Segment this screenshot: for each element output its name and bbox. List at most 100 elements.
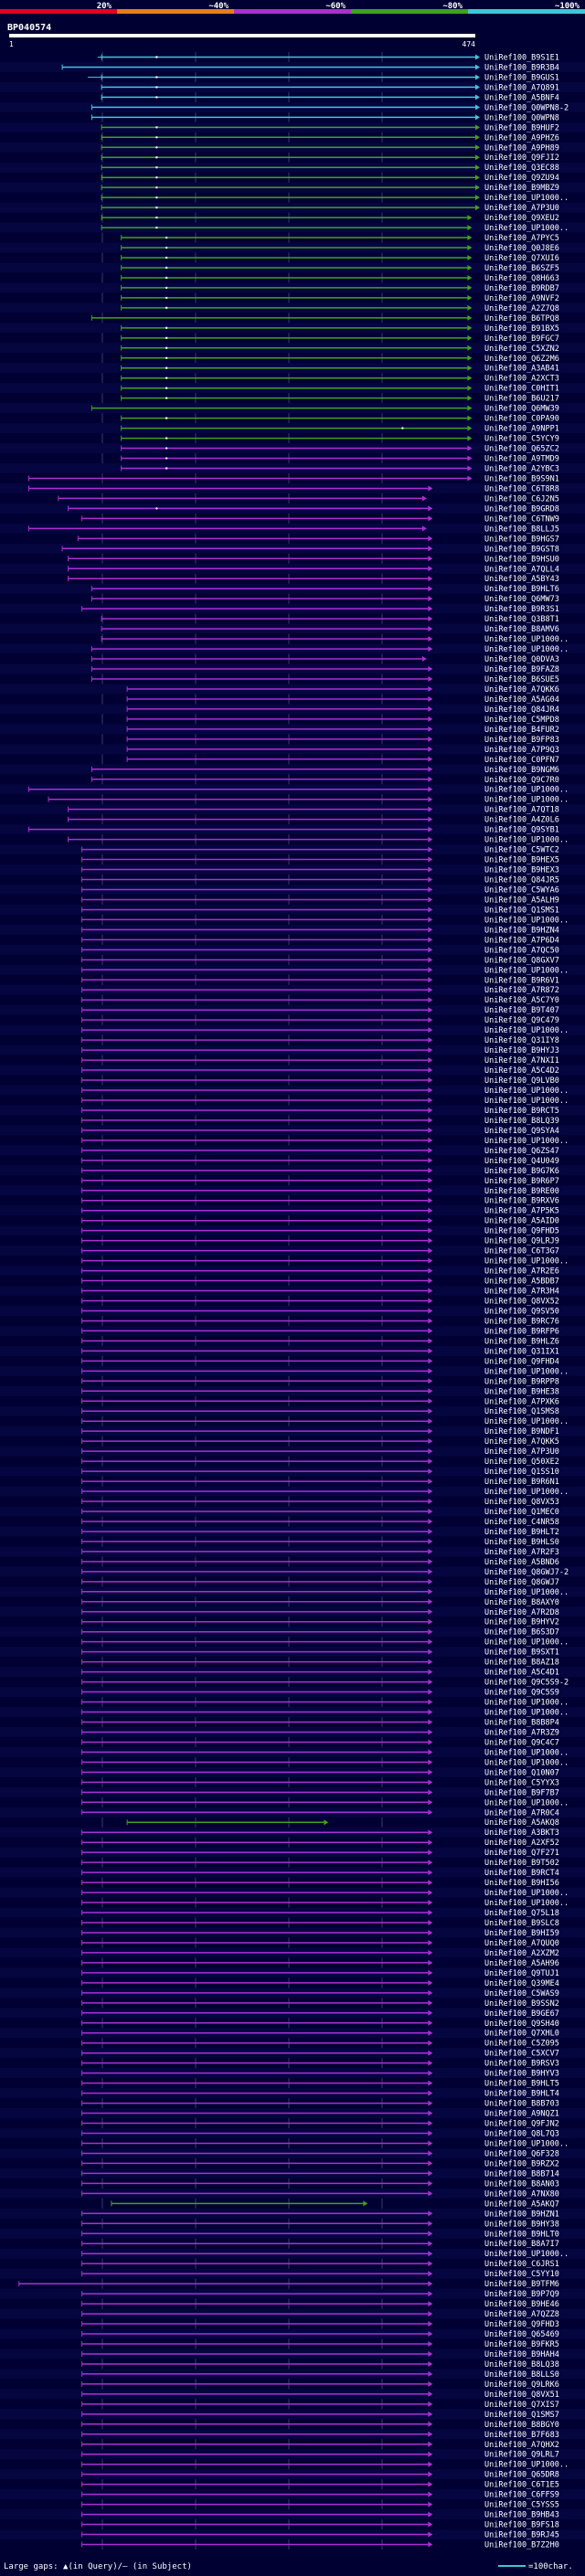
hit-label: UniRef100_Q9FHD5 [484, 1227, 559, 1236]
hit-end-arrow [428, 586, 433, 592]
hit-row: UniRef100_C5YY10 [0, 2268, 585, 2279]
hit-end-arrow [428, 836, 433, 843]
hit-row: UniRef100_Q39ME4 [81, 1979, 559, 1988]
hit-label: UniRef100_UP1000.. [484, 194, 569, 203]
hit-end-arrow [428, 2380, 433, 2387]
hit-label: UniRef100_Q1SMS8 [484, 1407, 559, 1416]
hit-label: UniRef100_Q9LRJ9 [484, 1237, 559, 1246]
hit-label: UniRef100_A5BND6 [484, 1558, 559, 1567]
hit-end-arrow [428, 1207, 433, 1214]
hit-row: UniRef100_A7R3Z9 [0, 1726, 585, 1737]
hit-row: UniRef100_Q7F271 [0, 1847, 585, 1858]
hit-label: UniRef100_Q31IY8 [484, 1036, 559, 1045]
hit-label: UniRef100_B9T407 [484, 1006, 559, 1015]
hit-gap-marker [155, 156, 158, 159]
hit-end-arrow [428, 1689, 433, 1695]
hit-label: UniRef100_B8LLS0 [484, 2370, 559, 2380]
hit-end-arrow [428, 756, 433, 762]
hit-gap-marker [155, 146, 158, 149]
hit-row: UniRef100_B9RZX2 [81, 2159, 559, 2168]
hit-row: UniRef100_Q8H663 [121, 274, 559, 283]
hit-label: UniRef100_B8BGY0 [484, 2421, 559, 2430]
hit-row: UniRef100_Q75L18 [0, 1907, 585, 1918]
hit-row: UniRef100_B9GUS1 [88, 73, 559, 82]
hit-row: UniRef100_B91BX5 [0, 323, 585, 334]
hit-end-arrow [428, 1057, 433, 1064]
hit-end-arrow [428, 1508, 433, 1514]
hit-label: UniRef100_B6SZF5 [484, 264, 559, 273]
hit-end-arrow [428, 1679, 433, 1685]
hit-end-arrow [428, 1518, 433, 1524]
hit-end-arrow [428, 2481, 433, 2487]
hit-end-arrow [428, 675, 433, 682]
hit-end-arrow [428, 2110, 433, 2116]
hit-row: UniRef100_A2Z7Q8 [0, 302, 585, 313]
hit-row: UniRef100_Q84JR4 [0, 704, 585, 715]
hit-end-arrow [428, 485, 433, 492]
hit-end-arrow [428, 746, 433, 752]
hit-row: UniRef100_B9HZN1 [0, 2208, 585, 2219]
hit-end-arrow [428, 1499, 433, 1505]
hit-label: UniRef100_C6T3G7 [484, 1247, 559, 1256]
hit-label: UniRef100_C5WTC2 [484, 846, 559, 855]
hit-label: UniRef100_B6SUE5 [484, 675, 559, 684]
hit-label: UniRef100_Q9FHD3 [484, 2320, 559, 2329]
hit-end-arrow [428, 1759, 433, 1765]
hit-end-arrow [428, 1608, 433, 1615]
hit-end-arrow [428, 1308, 433, 1314]
hit-end-arrow [428, 736, 433, 742]
hit-label: UniRef100_A7QT18 [484, 806, 559, 815]
hit-end-arrow [428, 1749, 433, 1755]
hit-row: UniRef100_C5XCV7 [0, 2048, 585, 2059]
hit-end-arrow [428, 1418, 433, 1425]
hit-row: UniRef100_B7F683 [0, 2429, 585, 2440]
hit-gap-marker [165, 276, 168, 280]
hit-row: UniRef100_Q9C479 [81, 1016, 559, 1025]
hit-row: UniRef100_Q1SMS8 [0, 1405, 585, 1416]
hit-row: UniRef100_B9SLC8 [81, 1919, 559, 1928]
hit-label: UniRef100_C6TNW9 [484, 514, 559, 524]
hit-label: UniRef100_C5Z095 [484, 2040, 559, 2049]
hit-row: UniRef100_Q9FHD5 [0, 1225, 585, 1236]
hit-label: UniRef100_B9HYV3 [484, 2070, 559, 2079]
hit-row: UniRef100_B8B8P4 [81, 1718, 559, 1727]
hit-end-arrow [428, 726, 433, 732]
hit-row: UniRef100_A5BDB7 [81, 1277, 559, 1287]
hit-label: UniRef100_A7QC50 [484, 946, 559, 955]
hit-end-arrow [428, 866, 433, 873]
hit-label: UniRef100_Q50XE2 [484, 1458, 559, 1467]
hit-row: UniRef100_B8LLS0 [0, 2369, 585, 2380]
hit-row: UniRef100_A7QLL4 [0, 563, 585, 574]
hit-row: UniRef100_B9HZN4 [0, 924, 585, 935]
hit-row: UniRef100_B9HE46 [81, 2300, 559, 2309]
hit-row: UniRef100_B8LLJ5 [0, 523, 585, 534]
hit-end-arrow [428, 1959, 433, 1966]
hit-end-arrow [475, 154, 480, 161]
hit-row: UniRef100_C6T1E5 [81, 2481, 559, 2490]
hit-row: UniRef100_Q3B8T1 [101, 615, 559, 624]
hit-label: UniRef100_A7QZZ8 [484, 2310, 559, 2319]
hit-row: UniRef100_B9HLT4 [0, 2088, 585, 2099]
hit-end-arrow [428, 616, 433, 622]
hit-row: UniRef100_C0HIT1 [0, 383, 585, 394]
hit-label: UniRef100_Q8GWJ7-2 [484, 1568, 569, 1577]
hit-row: UniRef100_B9R3B4 [0, 61, 585, 72]
hit-label: UniRef100_A2XCT3 [484, 375, 559, 384]
hit-gap-marker [155, 76, 158, 79]
hit-end-arrow [428, 1438, 433, 1445]
hit-end-arrow [428, 1850, 433, 1856]
hit-end-arrow [428, 1870, 433, 1876]
hit-label: UniRef100_A2YBC3 [484, 465, 559, 474]
hit-end-arrow [467, 375, 473, 381]
hit-label: UniRef100_UP1000.. [484, 2139, 569, 2148]
hit-end-arrow [428, 546, 433, 552]
hit-end-arrow [428, 1719, 433, 1725]
hit-end-arrow [428, 2019, 433, 2026]
hit-end-arrow [428, 2301, 433, 2307]
hit-end-arrow [428, 2431, 433, 2437]
hit-row: UniRef100_Q31IY8 [81, 1036, 559, 1045]
hit-end-arrow [428, 1277, 433, 1284]
hit-row: UniRef100_Q8GWJ7-2 [0, 1566, 585, 1577]
hit-end-arrow [467, 465, 473, 472]
hit-row: UniRef100_C4NR58 [81, 1518, 559, 1527]
